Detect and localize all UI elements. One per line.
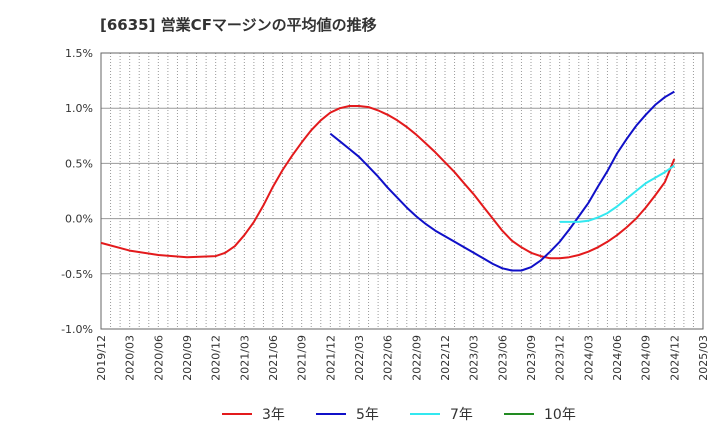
legend: 3年 5年 7年 10年 bbox=[222, 407, 576, 423]
x-tick-label: 2024/06 bbox=[611, 335, 624, 381]
y-tick-label: 1.0% bbox=[65, 102, 93, 115]
y-tick-label: 0.5% bbox=[65, 157, 93, 170]
tick-labels: -1.0% -0.5% 0.0% 0.5% 1.0% 1.5% 2019/12 2020/03… bbox=[61, 47, 710, 381]
legend-label: 3年 bbox=[262, 407, 285, 423]
x-tick-label: 2019/12 bbox=[95, 335, 108, 381]
x-tick-label: 2024/12 bbox=[668, 335, 681, 381]
y-tick-label: 1.5% bbox=[65, 47, 93, 60]
legend-label: 7年 bbox=[450, 407, 473, 423]
x-tick-label: 2023/09 bbox=[525, 335, 538, 381]
series-line bbox=[559, 164, 675, 223]
y-tick-label: -0.5% bbox=[61, 268, 93, 281]
x-tick-label: 2024/03 bbox=[582, 335, 595, 381]
x-tick-label: 2023/03 bbox=[468, 335, 481, 381]
chart-title: [6635] 営業CFマージンの平均値の推移 bbox=[100, 16, 377, 34]
x-tick-label: 2020/09 bbox=[181, 335, 194, 381]
grid-lines bbox=[100, 52, 704, 330]
x-tick-label: 2020/12 bbox=[210, 335, 223, 381]
x-tick-label: 2023/06 bbox=[496, 335, 509, 381]
x-tick-label: 2020/03 bbox=[124, 335, 137, 381]
legend-label: 10年 bbox=[544, 407, 576, 423]
x-tick-label: 2021/12 bbox=[324, 335, 337, 381]
y-tick-label: -1.0% bbox=[61, 323, 93, 336]
x-tick-label: 2023/12 bbox=[554, 335, 567, 381]
x-tick-label: 2021/06 bbox=[267, 335, 280, 381]
x-tick-label: 2024/09 bbox=[640, 335, 653, 381]
series-lines bbox=[100, 90, 676, 272]
x-tick-label: 2020/06 bbox=[152, 335, 165, 381]
x-tick-label: 2022/12 bbox=[439, 335, 452, 381]
legend-label: 5年 bbox=[356, 407, 379, 423]
series-line bbox=[100, 105, 676, 260]
series-line bbox=[329, 90, 675, 272]
y-tick-label: 0.0% bbox=[65, 213, 93, 226]
x-tick-label: 2022/06 bbox=[382, 335, 395, 381]
x-tick-label: 2021/09 bbox=[296, 335, 309, 381]
x-tick-label: 2022/09 bbox=[410, 335, 423, 381]
x-tick-label: 2022/03 bbox=[353, 335, 366, 381]
x-tick-label: 2025/03 bbox=[697, 335, 710, 381]
axes bbox=[100, 52, 704, 330]
x-tick-label: 2021/03 bbox=[238, 335, 251, 381]
plot-frame bbox=[100, 52, 704, 330]
